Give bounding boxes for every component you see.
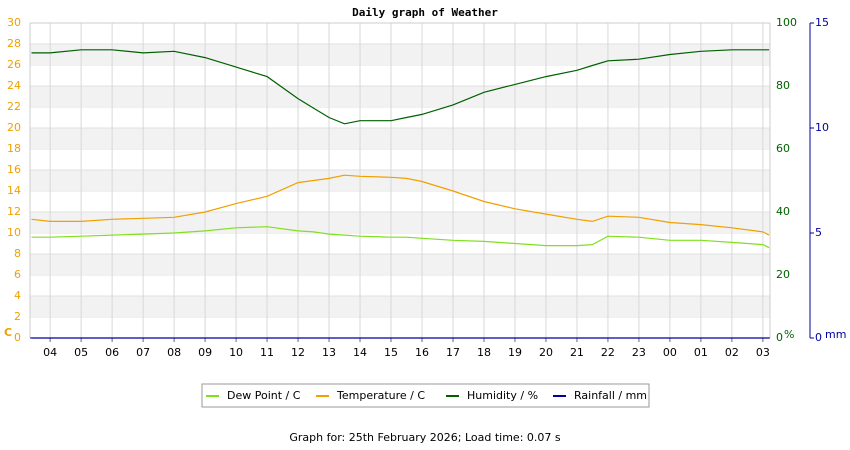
x-tick-label: 20 — [539, 346, 553, 359]
grid-band — [30, 212, 770, 233]
y-tick-label: 28 — [7, 37, 21, 50]
y-tick-label: 4 — [14, 289, 21, 302]
x-tick-label: 11 — [260, 346, 274, 359]
series-line — [31, 174, 770, 236]
y2-tick-label: 0 — [776, 331, 783, 344]
x-tick-label: 12 — [291, 346, 305, 359]
grid-band — [30, 128, 770, 149]
y2-tick-label: 60 — [776, 142, 790, 155]
x-tick-label: 18 — [477, 346, 491, 359]
y-tick-label: 6 — [14, 268, 21, 281]
x-tick-label: 00 — [663, 346, 677, 359]
y-axis-label: C — [4, 326, 12, 339]
grid-band — [30, 86, 770, 107]
x-tick-label: 05 — [74, 346, 88, 359]
x-tick-label: 21 — [570, 346, 584, 359]
grid-band — [30, 254, 770, 275]
x-tick-label: 06 — [105, 346, 119, 359]
x-tick-label: 15 — [384, 346, 398, 359]
grid-band — [30, 296, 770, 317]
series-line — [31, 49, 770, 125]
y2-tick-label: 20 — [776, 268, 790, 281]
x-tick-label: 03 — [756, 346, 770, 359]
x-tick-label: 23 — [632, 346, 646, 359]
x-tick-label: 13 — [322, 346, 336, 359]
y-tick-label: 24 — [7, 79, 21, 92]
y-tick-label: 2 — [14, 310, 21, 323]
x-tick-label: 10 — [229, 346, 243, 359]
y-tick-label: 16 — [7, 163, 21, 176]
y-tick-label: 22 — [7, 100, 21, 113]
y-tick-label: 26 — [7, 58, 21, 71]
x-tick-label: 07 — [136, 346, 150, 359]
legend-label: Dew Point / C — [227, 389, 301, 402]
y3-tick-label: 5 — [815, 226, 822, 239]
y2-axis-label: % — [784, 328, 794, 341]
y2-tick-label: 80 — [776, 79, 790, 92]
x-tick-label: 22 — [601, 346, 615, 359]
y-tick-label: 18 — [7, 142, 21, 155]
x-tick-label: 09 — [198, 346, 212, 359]
chart-title: Daily graph of Weather — [352, 6, 498, 19]
series-line — [31, 226, 770, 249]
y3-tick-label: 15 — [815, 16, 829, 29]
y2-tick-label: 40 — [776, 205, 790, 218]
x-tick-label: 14 — [353, 346, 367, 359]
grid-band — [30, 170, 770, 191]
y3-axis-label: mm — [825, 328, 846, 341]
y-tick-label: 8 — [14, 247, 21, 260]
x-tick-label: 16 — [415, 346, 429, 359]
bands — [30, 22, 770, 339]
x-tick-label: 04 — [43, 346, 57, 359]
legend-label: Temperature / C — [336, 389, 425, 402]
y3-tick-label: 0 — [815, 331, 822, 344]
x-tick-label: 17 — [446, 346, 460, 359]
y-tick-label: 14 — [7, 184, 21, 197]
y-tick-label: 0 — [14, 331, 21, 344]
footer: Graph for: 25th February 2026; Load time… — [289, 431, 561, 444]
grid-band — [30, 44, 770, 65]
x-tick-label: 02 — [725, 346, 739, 359]
y-tick-label: 12 — [7, 205, 21, 218]
legend — [201, 383, 650, 408]
x-tick-label: 08 — [167, 346, 181, 359]
y2-tick-label: 100 — [776, 16, 797, 29]
legend-label: Rainfall / mm — [574, 389, 647, 402]
x-tick-label: 19 — [508, 346, 522, 359]
legend-label: Humidity / % — [467, 389, 538, 402]
y-tick-label: 10 — [7, 226, 21, 239]
y3-tick-label: 10 — [815, 121, 829, 134]
x-tick-label: 01 — [694, 346, 708, 359]
y-tick-label: 20 — [7, 121, 21, 134]
y-tick-label: 30 — [7, 16, 21, 29]
